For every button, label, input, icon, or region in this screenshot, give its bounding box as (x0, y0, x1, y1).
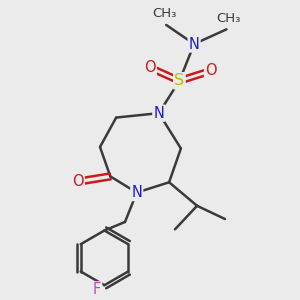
Text: S: S (174, 73, 184, 88)
Text: O: O (205, 63, 217, 78)
Text: O: O (72, 174, 84, 189)
Text: CH₃: CH₃ (216, 12, 240, 25)
Text: O: O (144, 60, 156, 75)
Text: F: F (93, 282, 101, 297)
Text: CH₃: CH₃ (152, 7, 177, 20)
Text: N: N (153, 106, 164, 121)
Text: N: N (131, 185, 142, 200)
Text: N: N (189, 37, 200, 52)
